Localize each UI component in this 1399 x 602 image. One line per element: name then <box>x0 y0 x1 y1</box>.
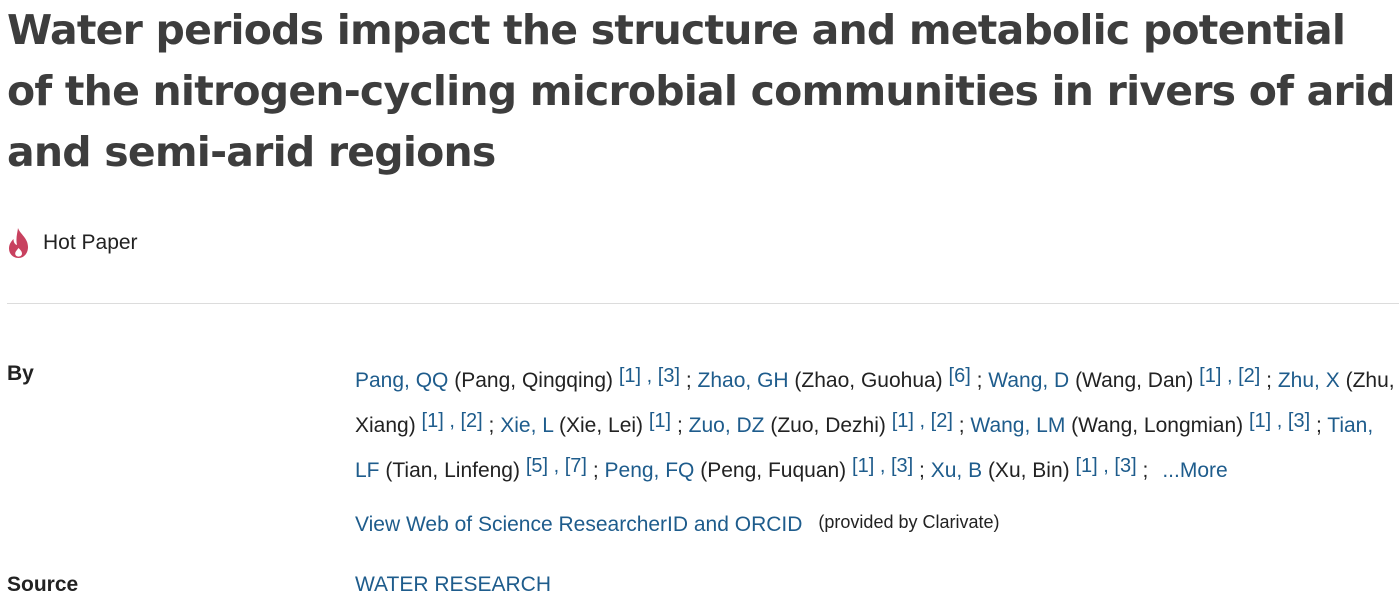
flame-icon <box>7 227 31 259</box>
author-fullname: (Zhao, Guohua) <box>794 369 943 392</box>
author-link[interactable]: Wang, LM <box>970 414 1066 437</box>
source-label: Source <box>7 573 79 596</box>
author-link[interactable]: Zhu, X <box>1277 369 1340 392</box>
affiliation-link[interactable]: [6] <box>948 365 971 387</box>
author-fullname: (Xie, Lei) <box>559 414 644 437</box>
author-link[interactable]: Zhao, GH <box>697 369 789 392</box>
affiliation-link[interactable]: [1] <box>648 410 672 432</box>
affiliation-link[interactable]: [1] <box>1248 410 1272 432</box>
author-fullname: (Peng, Fuquan) <box>700 459 847 482</box>
author-link[interactable]: Wang, D <box>988 369 1070 392</box>
affiliation-link[interactable]: [2] <box>930 410 953 432</box>
affiliation-link[interactable]: [7] <box>564 455 587 477</box>
affiliation-link[interactable]: [1] <box>852 455 875 477</box>
affiliation-link[interactable]: [2] <box>460 410 483 432</box>
author-link[interactable]: Zuo, DZ <box>688 414 765 437</box>
more-authors-link[interactable]: ...More <box>1162 459 1228 482</box>
author-fullname: (Zuo, Dezhi) <box>770 414 886 437</box>
affiliation-link[interactable]: [3] <box>1287 410 1311 432</box>
affiliation-link[interactable]: [3] <box>890 455 914 477</box>
source-journal-link[interactable]: WATER RESEARCH <box>355 573 552 596</box>
hot-paper-label: Hot Paper <box>43 231 138 254</box>
page-title: Water periods impact the structure and m… <box>7 6 1396 176</box>
author-fullname: (Tian, Linfeng) <box>385 459 520 482</box>
affiliation-link[interactable]: [3] <box>1114 455 1137 477</box>
provided-by-note: (provided by Clarivate) <box>818 512 1000 532</box>
author-fullname: (Pang, Qingqing) <box>454 369 613 392</box>
author-fullname: (Xu, Bin) <box>987 459 1070 482</box>
affiliation-link[interactable]: [1] <box>421 410 444 432</box>
hot-paper-badge[interactable]: Hot Paper <box>7 226 138 260</box>
affiliation-link[interactable]: [1] <box>1075 455 1098 477</box>
author-link[interactable]: Pang, QQ <box>355 369 449 392</box>
author-link[interactable]: Tian, LF <box>355 414 1374 482</box>
affiliation-link[interactable]: [1] <box>1199 365 1222 387</box>
author-list: Pang, QQ (Pang, Qingqing) [1] , [3] ; Zh… <box>355 365 1395 482</box>
affiliation-link[interactable]: [1] <box>618 365 642 387</box>
by-label: By <box>7 362 34 385</box>
author-link[interactable]: Xie, L <box>500 414 554 437</box>
affiliation-link[interactable]: [3] <box>657 365 681 387</box>
affiliation-link[interactable]: [2] <box>1238 365 1261 387</box>
author-fullname: (Wang, Longmian) <box>1071 414 1244 437</box>
author-fullname: (Wang, Dan) <box>1075 369 1194 392</box>
author-link[interactable]: Xu, B <box>930 459 983 482</box>
researcher-id-link[interactable]: View Web of Science ResearcherID and ORC… <box>355 513 803 536</box>
researcher-id-row: View Web of Science ResearcherID and ORC… <box>355 512 1000 537</box>
author-fullname: (Zhu, Xiang) <box>355 369 1395 437</box>
affiliation-link[interactable]: [5] <box>525 455 549 477</box>
section-divider <box>7 303 1399 304</box>
author-link[interactable]: Peng, FQ <box>604 459 695 482</box>
affiliation-link[interactable]: [1] <box>891 410 914 432</box>
